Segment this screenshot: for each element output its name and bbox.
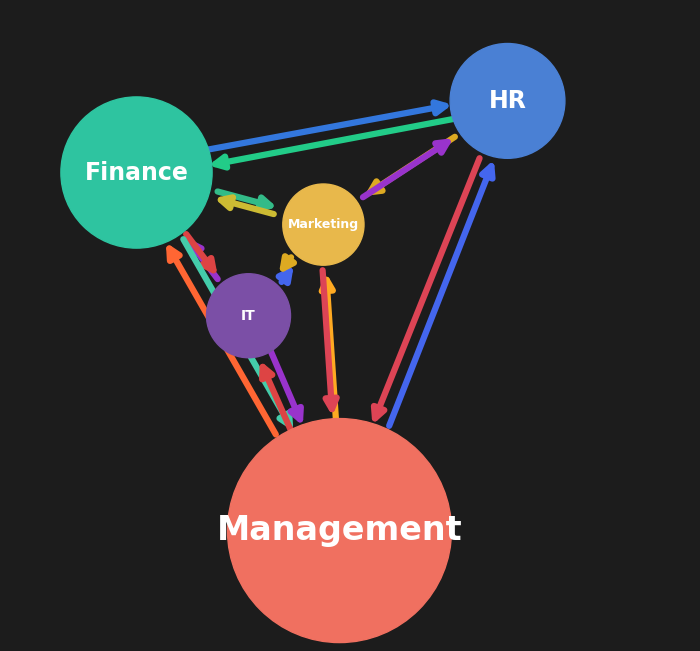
Ellipse shape xyxy=(206,273,290,358)
Text: Finance: Finance xyxy=(85,161,188,184)
Text: IT: IT xyxy=(241,309,256,323)
Ellipse shape xyxy=(450,44,565,158)
Ellipse shape xyxy=(228,419,452,643)
Text: HR: HR xyxy=(489,89,526,113)
Text: Management: Management xyxy=(217,514,462,547)
Text: Marketing: Marketing xyxy=(288,218,359,231)
Ellipse shape xyxy=(283,184,364,265)
Ellipse shape xyxy=(61,97,212,248)
